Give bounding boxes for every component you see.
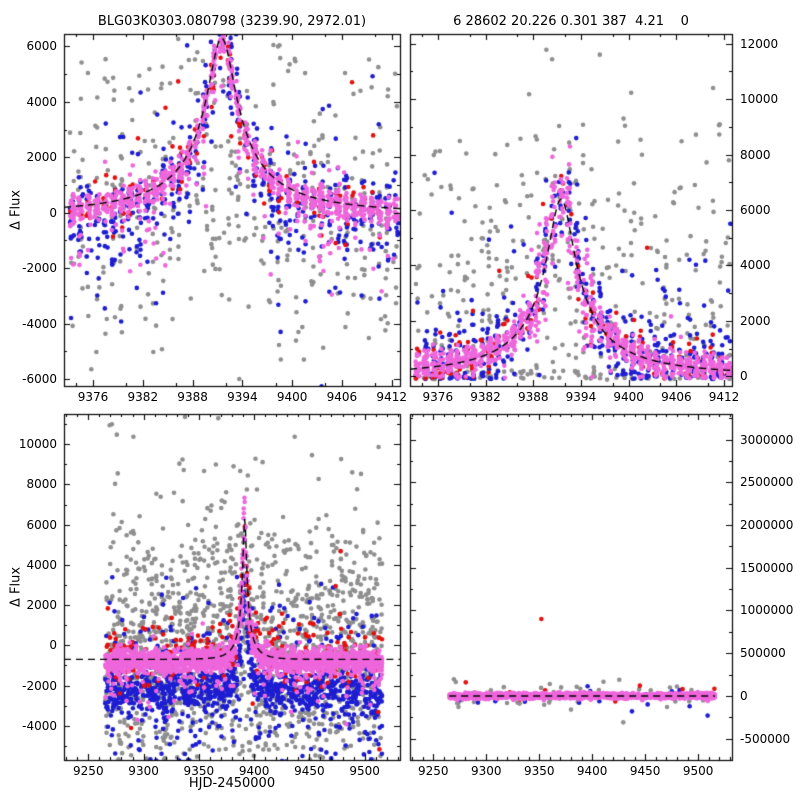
tick-label-x: 9394 [565,390,597,404]
tick-label-x: 9500 [682,764,714,778]
tick-label-y: -6000 [22,372,57,387]
tick-label-x: 9412 [376,390,407,404]
tick-label-x: 9350 [183,764,215,778]
tick-label-y: 2500000 [740,475,794,490]
tick-label-y: 0 [49,638,57,653]
tick-label-x: 9388 [517,390,549,404]
tick-label-x: 9406 [661,390,692,404]
tick-label-y: 10000 [18,437,57,452]
tick-label-y: 4000 [740,258,771,273]
tick-label-y: -2000 [22,678,57,693]
tick-label-y: 4000 [26,557,57,572]
y-axis-label-bottom: Δ Flux [8,566,24,608]
tick-label-x: 9250 [73,764,104,778]
tick-label-y: 6000 [26,517,57,532]
tick-label-y: 500000 [740,646,786,661]
tick-label-y: 2000 [740,313,771,328]
tick-label-y: -2000 [22,261,57,276]
tick-label-y: 2000000 [740,518,794,533]
tick-label-y: -4000 [22,316,57,331]
tick-label-x: 9500 [349,764,380,778]
tick-label-x: 9382 [127,390,159,404]
tick-label-x: 9450 [294,764,325,778]
tick-label-y: 12000 [740,36,779,51]
tick-label-y: 10000 [740,92,779,107]
tick-label-y: 0 [49,205,57,220]
panel-title-left: BLG03K0303.080798 (3239.90, 2972.01) [97,14,367,29]
tick-label-y: 6000 [26,39,57,54]
tick-label-y: 4000 [26,94,57,109]
tick-label-x: 9400 [613,390,644,404]
tick-label-y: 3000000 [740,432,794,447]
tick-label-x: 9376 [77,390,109,404]
tick-label-x: 9406 [326,390,358,404]
tick-label-y: -4000 [22,718,57,733]
tick-label-x: 9394 [227,390,258,404]
tick-label-x: 9400 [276,390,308,404]
tick-label-x: 9350 [523,764,555,778]
tick-label-y: 1000000 [740,603,794,618]
tick-label-y: 2000 [26,150,57,165]
tick-label-x: 9376 [422,390,454,404]
tick-label-y: 0 [740,369,748,384]
tick-label-y: 1500000 [740,560,794,575]
tick-label-x: 9382 [470,390,501,404]
tick-label-y: 8000 [26,477,57,492]
tick-label-y: -500000 [740,731,791,746]
y-axis-label-top: Δ Flux [8,189,24,231]
tick-label-x: 9250 [418,764,449,778]
tick-label-x: 9388 [177,390,208,404]
tick-label-x: 9450 [629,764,661,778]
tick-label-y: 0 [740,688,748,703]
x-axis-label: HJD-2450000 [188,776,276,791]
tick-label-y: 6000 [740,203,771,217]
tick-label-x: 9400 [238,764,270,778]
panel-title-right: 6 28602 20.226 0.301 387 4.21 0 [453,14,689,29]
tick-label-y: 2000 [26,598,57,613]
tick-label-x: 9300 [470,764,502,778]
tick-label-x: 9400 [576,764,608,778]
tick-label-y: 8000 [740,147,771,162]
tick-label-x: 9412 [708,390,740,404]
tick-label-x: 9300 [128,764,159,778]
